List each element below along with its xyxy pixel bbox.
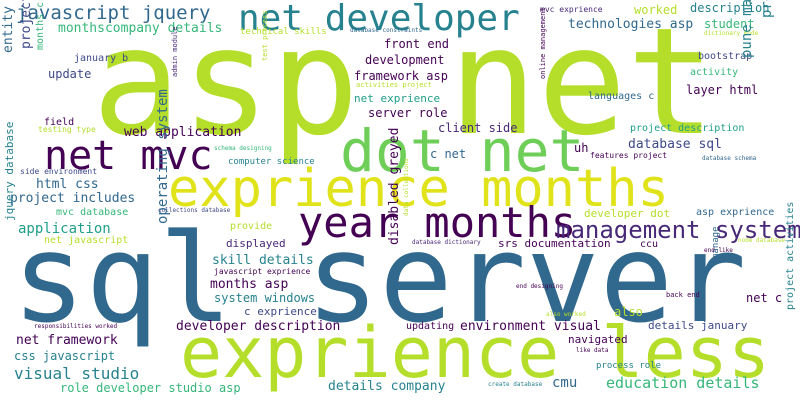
word: front end [384,37,450,51]
word: languages c [588,91,655,102]
word: c net [430,147,467,161]
word: database schema [702,155,757,162]
word: database constraints [350,27,423,34]
word: system windows [214,291,316,305]
word: create database [488,381,543,388]
word: end like [704,247,733,254]
word: server role [368,106,448,120]
word: navigated [568,333,628,346]
word: also [614,305,643,319]
word: uh [574,141,589,155]
word: sql server [12,208,747,350]
word: mvc exprience [540,5,603,14]
word: asp exprience [696,207,775,218]
word: net mvc [44,133,213,179]
word: c exprience [244,305,317,318]
word: html css [36,177,99,192]
word: january b [74,53,129,64]
word: net developer [238,0,520,39]
word: process role [596,361,662,371]
word: exprience months [168,159,669,219]
word: asp net [92,0,716,168]
word: worked [634,3,678,17]
word: entity framework [1,0,16,53]
word: monthscompany details [58,21,223,36]
word: css javascript [14,349,116,363]
word: skill details [212,253,314,268]
word: test process [261,10,269,61]
word: side environment [20,167,98,176]
word: testing type [38,125,96,134]
word: application [18,221,111,237]
word: details january [648,319,748,332]
word: back end [666,291,700,299]
word: framework asp [354,69,448,83]
word: database dictionary [412,239,481,246]
word: computer science [228,157,315,167]
word: net c [746,291,783,305]
word: responsibilities worked [34,323,118,330]
word: database sql [628,137,722,152]
word: bootstrap [698,51,753,62]
word: pune maharashtra [739,0,755,58]
word: project name [19,0,34,49]
word: management system [556,216,800,244]
word: features project [590,151,668,160]
word: node database [738,237,785,244]
word: net framework [16,333,118,348]
word: description [690,1,770,15]
word: months asp [210,277,289,292]
word: activity [690,67,739,78]
word: srs documentation [498,237,611,250]
word: mvc database [56,207,129,218]
word: exprience less [180,312,771,394]
word: role developer studio asp [60,381,241,395]
word: update [48,67,92,81]
word: javascript jquery [16,2,211,24]
word: dictionary mode [704,30,759,37]
word: developer description [176,319,341,334]
word: ccu [640,239,659,250]
word: end designing [516,283,563,290]
word: net javascript [44,235,129,246]
word: displayed [226,237,286,250]
word: project description [630,123,745,134]
word: updating [406,321,455,332]
word: year months [298,198,577,247]
word: education details [606,374,760,392]
word: dot net [340,117,585,185]
word: details company [328,379,446,394]
word: disabled greyed [387,127,402,245]
word: months c [35,1,46,50]
word: provide [230,221,273,232]
word: developer dot [584,207,671,220]
word: layer html [686,83,759,97]
word: technologies asp [568,17,694,32]
word: collections database [158,207,231,214]
word: client side [438,121,518,135]
word: jquery database [3,121,16,221]
word: presentation layer [759,0,775,18]
word: project activities [785,201,796,310]
word: environment visual [460,319,601,334]
word: project includes [10,191,136,206]
word: schema designing [214,145,272,152]
word: like data [576,347,609,354]
word: javascript exprience [214,267,311,276]
word: admin module [171,26,179,77]
word: data collections [403,158,410,216]
word: student [704,17,755,31]
word: field [44,117,75,128]
word: online management [539,7,547,79]
word: operating system [155,89,171,224]
word: also worked [546,311,586,318]
word: activities project [356,81,432,89]
word: cmu [552,375,578,391]
word: visual studio [14,364,140,383]
word: web application [124,125,242,140]
word: technical skills [240,27,327,37]
word: net exprience [354,92,441,105]
word: development [365,53,445,67]
